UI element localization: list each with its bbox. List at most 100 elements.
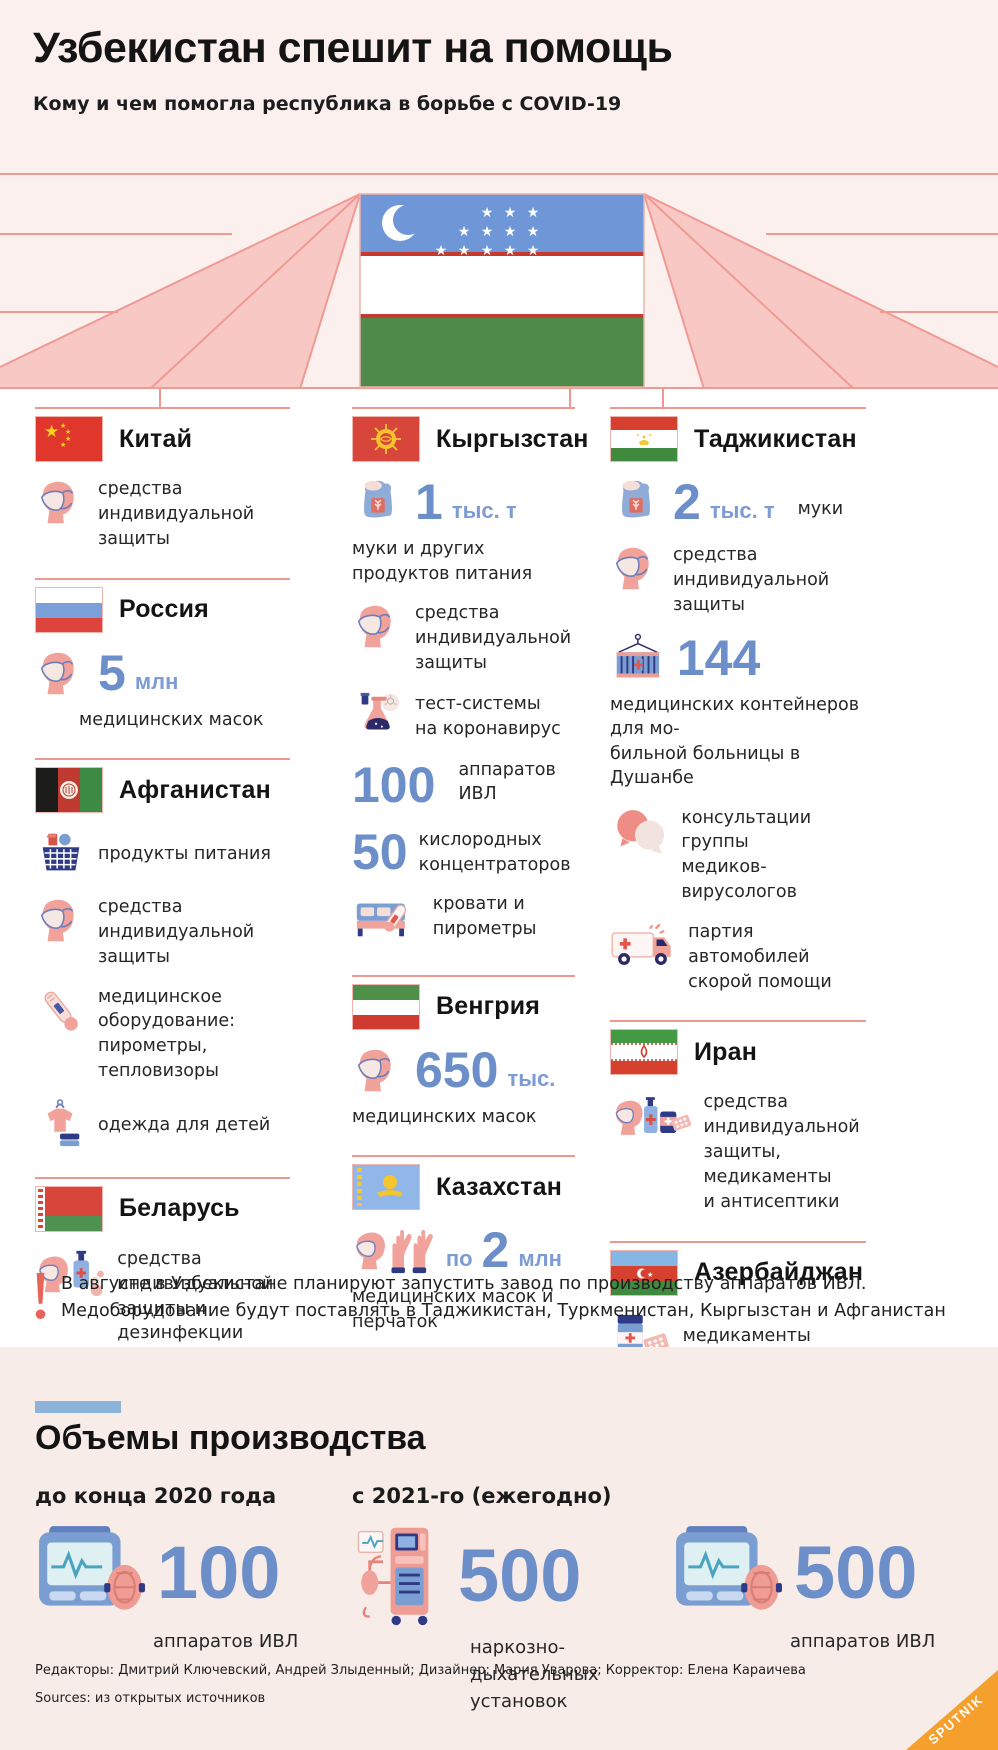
country-name: Китай [119,424,193,453]
china-flag-icon: ★ ★ ★ ★ ★ [35,416,103,462]
footnote-line2: Медоборудование будут поставлять в Таджи… [61,1300,946,1321]
aid-item: 5 млн [35,648,290,700]
country-china: ★ ★ ★ ★ ★ Китай средства индивидуальной защиты [35,407,290,552]
svg-text:★: ★ [481,205,494,221]
period-2021: с 2021-го (ежегодно) [352,1484,612,1508]
stat-number-group: 50 [352,828,408,878]
connector-ticks [0,389,998,407]
mask-icon [35,648,87,700]
country-header-kyrgyzstan: Кыргызстан [352,416,588,462]
item-text: медицинское оборудование: пирометры, тепл… [98,986,235,1082]
mask-icon [352,1045,404,1097]
country-hungary: Венгрия 650 тыс. медицинских масок [352,974,575,1130]
stat-number: 2 [673,474,701,531]
stat-number-unit: млн [518,1246,562,1272]
aid-item: консультации группы медиков-вирусологов [610,806,866,905]
item-text: консультации группы медиков-вирусологов [681,807,812,903]
ventilator-icon [672,1524,784,1622]
item-text: тест-системы на коронавирус [415,693,561,739]
svg-text:★: ★ [647,1271,653,1279]
stat-number-prefix: по [445,1246,473,1272]
production-stat-0: 100 аппаратов ИВЛ [35,1524,352,1715]
svg-text:★: ★ [527,205,540,221]
bubbles-icon [610,806,670,905]
stat-number-group: 1 тыс. т [415,477,517,529]
flour-icon [352,477,404,529]
production-title: Объемы производства [35,1419,426,1457]
stat-number: 1 [415,474,443,531]
country-russia: Россия 5 млн медицинских масок [35,577,290,733]
country-name: Иран [694,1037,758,1066]
country-name: Казахстан [436,1172,563,1201]
country-header-hungary: Венгрия [352,983,575,1030]
aid-item: средства индивидуальной защиты, медикамен… [610,1090,866,1214]
stat-number-group: 5 млн [98,648,178,700]
country-name: Афганистан [119,775,271,804]
svg-text:★: ★ [60,441,66,449]
aid-item: 100 аппаратов ИВЛ [352,758,575,815]
country-header-tajikistan: Таджикистан [610,416,866,462]
stat-number: 650 [415,1041,499,1098]
production-stat-2: 500 аппаратов ИВЛ [672,1524,963,1715]
item-text-below: медицинских масок и перчаток [352,1287,554,1332]
mask-icon [610,543,662,618]
countries-grid: ★ ★ ★ ★ ★ Китай средства индивидуальной защиты Р… [0,407,998,1389]
afghanistan-flag-icon [35,767,103,814]
item-text-below: медицинских контейнеров для мо-бильной б… [610,694,860,789]
iran-flag-icon [610,1029,678,1076]
item-text: муки [797,499,844,520]
aid-item: кровати и пирометры [352,892,575,949]
item-text: кислородных концентраторов [418,830,571,876]
stat-number-group: 650 тыс. [415,1045,555,1097]
container-icon [610,633,666,685]
country-azerbaijan: ★ Азербайджан медикаменты [610,1240,866,1363]
stat-number: 144 [676,629,761,686]
production-stat-label: аппаратов ИВЛ [153,1631,299,1652]
item-text: средства индивидуальной защиты, медикамен… [703,1092,860,1212]
basket-icon [35,828,87,880]
production-stat-row: 500 [672,1524,963,1622]
column-middle: Кыргызстан 1 тыс. т муки и других продуктов… [352,407,588,1389]
item-text: средства индивидуальной защиты и дезинфек… [117,1248,274,1344]
tick-line [569,389,571,407]
production-stat-label: аппаратов ИВЛ [790,1631,936,1652]
aid-item: 1 тыс. т [352,477,575,529]
country-header-russia: Россия [35,586,290,633]
hungary-flag-icon [352,983,420,1030]
tick-line [159,389,161,407]
anesthesia-icon [352,1524,448,1628]
item-text-below: муки и других продуктов питания [352,539,533,584]
aid-item: средства индивидуальной защиты [35,895,290,970]
footnote-line1: В августе в Узбекистане планируют запуст… [61,1273,867,1294]
burst-rays-graphic: ★ ★ ★ ★ ★ ★ ★ ★ ★ ★ ★ ★ [0,172,998,389]
header: Узбекистан спешит на помощь Кому и чем п… [0,0,998,172]
countries-panel: ★ ★ ★ ★ ★ Китай средства индивидуальной защиты Р… [0,389,998,1362]
tajikistan-flag-icon [610,416,678,462]
aid-item: средства индивидуальной защиты [352,601,575,676]
thermometer-icon [35,985,87,1084]
item-text: кровати и пирометры [432,893,537,939]
uzbekistan-flag-burst: ★ ★ ★ ★ ★ ★ ★ ★ ★ ★ ★ ★ [0,172,998,389]
country-afghanistan: Афганистан продукты питания средства индив… [35,758,290,1151]
svg-text:★: ★ [44,422,59,442]
item-text: средства индивидуальной защиты [98,897,255,967]
stat-number-unit: тыс. т [709,498,775,523]
country-name: Россия [119,595,209,624]
item-text: одежда для детей [98,1114,271,1135]
svg-text:★: ★ [504,205,517,221]
russia-flag-icon [35,586,103,633]
page-title: Узбекистан спешит на помощь [33,24,673,72]
stat-number: 100 [352,757,436,814]
country-kazakhstan: Казахстан по 2 млн медицинских масок и перча… [352,1155,575,1334]
svg-text:★: ★ [504,243,517,259]
stat-number-unit: тыс. [507,1065,556,1091]
aid-item: 650 тыс. [352,1045,575,1097]
production-stat-number: 500 [458,1533,582,1617]
mask-sanitizer-icon [35,1247,106,1346]
kyrgyzstan-flag-icon [352,416,420,462]
mask-gloves-icon [352,1225,435,1277]
mask-icon [352,601,404,676]
aid-item: одежда для детей [35,1099,290,1151]
stat-number: 50 [352,824,408,881]
aid-item: средства индивидуальной защиты [610,543,866,618]
